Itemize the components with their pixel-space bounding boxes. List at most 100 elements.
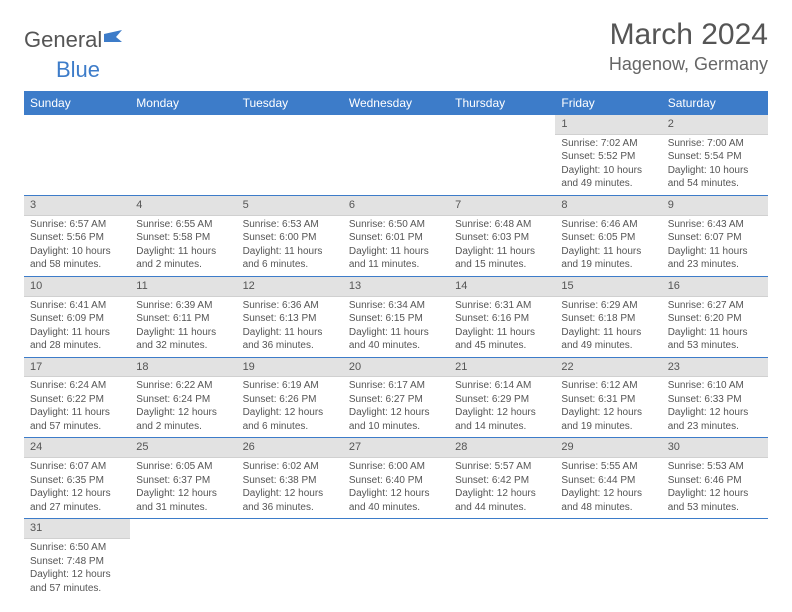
day-number: 22 [555,358,661,378]
day-details: Sunrise: 6:05 AMSunset: 6:37 PMDaylight:… [130,458,236,518]
day-number: 2 [662,115,768,135]
daylight-text-2: and 53 minutes. [668,501,762,515]
sunrise-text: Sunrise: 5:53 AM [668,460,762,474]
sunset-text: Sunset: 6:44 PM [561,474,655,488]
daylight-text-2: and 49 minutes. [561,339,655,353]
daylight-text-2: and 6 minutes. [243,420,337,434]
daylight-text: Daylight: 12 hours [136,406,230,420]
daylight-text-2: and 40 minutes. [349,501,443,515]
calendar-cell [662,519,768,599]
sunset-text: Sunset: 6:03 PM [455,231,549,245]
location-label: Hagenow, Germany [609,54,768,75]
sunrise-text: Sunrise: 6:48 AM [455,218,549,232]
weekday-header: Wednesday [343,91,449,115]
weekday-header: Sunday [24,91,130,115]
day-details: Sunrise: 6:07 AMSunset: 6:35 PMDaylight:… [24,458,130,518]
logo: General [24,18,124,56]
calendar-cell: 3Sunrise: 6:57 AMSunset: 5:56 PMDaylight… [24,195,130,276]
daylight-text: Daylight: 12 hours [349,406,443,420]
sunrise-text: Sunrise: 6:46 AM [561,218,655,232]
day-details: Sunrise: 6:19 AMSunset: 6:26 PMDaylight:… [237,377,343,437]
sunset-text: Sunset: 6:35 PM [30,474,124,488]
sunrise-text: Sunrise: 6:27 AM [668,299,762,313]
daylight-text: Daylight: 12 hours [30,568,124,582]
daylight-text-2: and 57 minutes. [30,582,124,596]
calendar-cell: 25Sunrise: 6:05 AMSunset: 6:37 PMDayligh… [130,438,236,519]
weekday-header: Tuesday [237,91,343,115]
sunrise-text: Sunrise: 6:50 AM [30,541,124,555]
day-number: 29 [555,438,661,458]
daylight-text: Daylight: 12 hours [243,406,337,420]
calendar-cell: 4Sunrise: 6:55 AMSunset: 5:58 PMDaylight… [130,195,236,276]
daylight-text-2: and 23 minutes. [668,420,762,434]
sunset-text: Sunset: 5:52 PM [561,150,655,164]
calendar-row: 17Sunrise: 6:24 AMSunset: 6:22 PMDayligh… [24,357,768,438]
calendar-cell: 28Sunrise: 5:57 AMSunset: 6:42 PMDayligh… [449,438,555,519]
daylight-text-2: and 31 minutes. [136,501,230,515]
sunrise-text: Sunrise: 6:07 AM [30,460,124,474]
calendar-cell: 13Sunrise: 6:34 AMSunset: 6:15 PMDayligh… [343,276,449,357]
daylight-text: Daylight: 12 hours [455,487,549,501]
sunset-text: Sunset: 7:48 PM [30,555,124,569]
calendar-cell [237,519,343,599]
daylight-text-2: and 28 minutes. [30,339,124,353]
day-details: Sunrise: 5:55 AMSunset: 6:44 PMDaylight:… [555,458,661,518]
day-details: Sunrise: 5:53 AMSunset: 6:46 PMDaylight:… [662,458,768,518]
daylight-text: Daylight: 12 hours [30,487,124,501]
calendar-cell: 27Sunrise: 6:00 AMSunset: 6:40 PMDayligh… [343,438,449,519]
sunrise-text: Sunrise: 6:55 AM [136,218,230,232]
daylight-text: Daylight: 11 hours [30,406,124,420]
day-number: 24 [24,438,130,458]
day-details: Sunrise: 6:53 AMSunset: 6:00 PMDaylight:… [237,216,343,276]
day-number: 5 [237,196,343,216]
logo-text-1: General [24,27,102,53]
sunrise-text: Sunrise: 6:05 AM [136,460,230,474]
daylight-text-2: and 45 minutes. [455,339,549,353]
calendar-cell: 9Sunrise: 6:43 AMSunset: 6:07 PMDaylight… [662,195,768,276]
sunrise-text: Sunrise: 6:14 AM [455,379,549,393]
day-details: Sunrise: 7:02 AMSunset: 5:52 PMDaylight:… [555,135,661,195]
daylight-text: Daylight: 10 hours [561,164,655,178]
daylight-text-2: and 53 minutes. [668,339,762,353]
daylight-text-2: and 11 minutes. [349,258,443,272]
weekday-header: Thursday [449,91,555,115]
day-details: Sunrise: 6:55 AMSunset: 5:58 PMDaylight:… [130,216,236,276]
calendar-cell: 24Sunrise: 6:07 AMSunset: 6:35 PMDayligh… [24,438,130,519]
daylight-text: Daylight: 10 hours [668,164,762,178]
daylight-text: Daylight: 12 hours [243,487,337,501]
daylight-text-2: and 19 minutes. [561,258,655,272]
sunrise-text: Sunrise: 5:57 AM [455,460,549,474]
daylight-text-2: and 36 minutes. [243,501,337,515]
day-details: Sunrise: 6:31 AMSunset: 6:16 PMDaylight:… [449,297,555,357]
daylight-text-2: and 48 minutes. [561,501,655,515]
calendar-cell: 21Sunrise: 6:14 AMSunset: 6:29 PMDayligh… [449,357,555,438]
sunset-text: Sunset: 6:11 PM [136,312,230,326]
sunrise-text: Sunrise: 6:10 AM [668,379,762,393]
day-number: 9 [662,196,768,216]
calendar-cell [343,115,449,195]
day-number: 28 [449,438,555,458]
calendar-cell: 23Sunrise: 6:10 AMSunset: 6:33 PMDayligh… [662,357,768,438]
daylight-text: Daylight: 11 hours [243,326,337,340]
day-details: Sunrise: 6:00 AMSunset: 6:40 PMDaylight:… [343,458,449,518]
day-number: 16 [662,277,768,297]
sunset-text: Sunset: 6:26 PM [243,393,337,407]
daylight-text-2: and 36 minutes. [243,339,337,353]
sunrise-text: Sunrise: 6:17 AM [349,379,443,393]
sunset-text: Sunset: 6:38 PM [243,474,337,488]
day-details: Sunrise: 6:48 AMSunset: 6:03 PMDaylight:… [449,216,555,276]
day-details: Sunrise: 6:17 AMSunset: 6:27 PMDaylight:… [343,377,449,437]
daylight-text-2: and 19 minutes. [561,420,655,434]
daylight-text: Daylight: 11 hours [136,245,230,259]
daylight-text: Daylight: 12 hours [136,487,230,501]
calendar-cell: 7Sunrise: 6:48 AMSunset: 6:03 PMDaylight… [449,195,555,276]
day-details: Sunrise: 6:41 AMSunset: 6:09 PMDaylight:… [24,297,130,357]
day-number: 14 [449,277,555,297]
day-details: Sunrise: 6:22 AMSunset: 6:24 PMDaylight:… [130,377,236,437]
day-details: Sunrise: 6:24 AMSunset: 6:22 PMDaylight:… [24,377,130,437]
day-number: 25 [130,438,236,458]
sunset-text: Sunset: 6:46 PM [668,474,762,488]
calendar-cell [555,519,661,599]
day-details: Sunrise: 6:36 AMSunset: 6:13 PMDaylight:… [237,297,343,357]
day-number: 10 [24,277,130,297]
